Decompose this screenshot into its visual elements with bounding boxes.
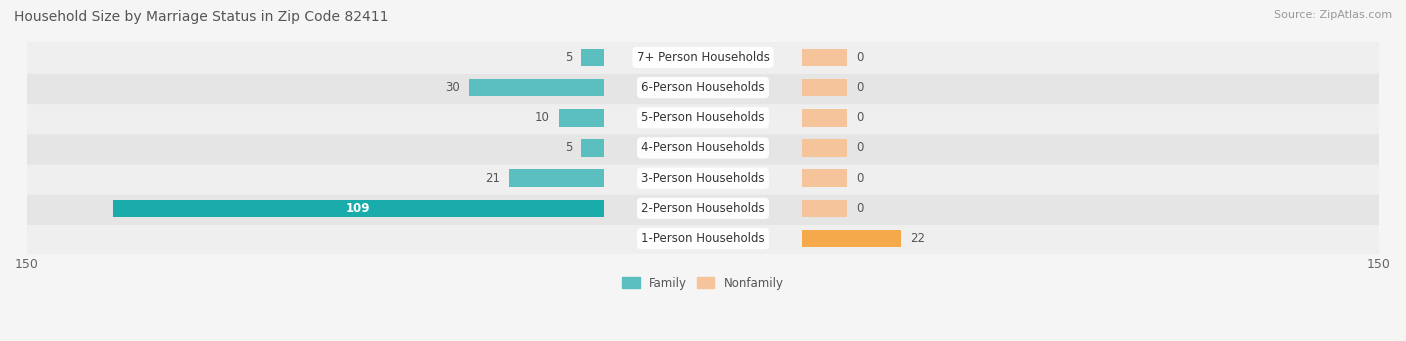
Text: 109: 109 [346, 202, 370, 215]
Bar [803, 199, 848, 217]
Text: 0: 0 [856, 111, 863, 124]
FancyBboxPatch shape [18, 131, 1388, 165]
Text: 0: 0 [856, 51, 863, 64]
Text: 0: 0 [856, 81, 863, 94]
Text: Source: ZipAtlas.com: Source: ZipAtlas.com [1274, 10, 1392, 20]
Text: 5: 5 [565, 51, 572, 64]
Bar [803, 139, 848, 157]
Bar [558, 109, 603, 127]
Text: 3-Person Households: 3-Person Households [641, 172, 765, 185]
Bar [509, 169, 603, 187]
Text: 4-Person Households: 4-Person Households [641, 142, 765, 154]
Text: 22: 22 [910, 232, 925, 245]
Text: 7+ Person Households: 7+ Person Households [637, 51, 769, 64]
Bar [803, 109, 848, 127]
Bar [112, 199, 603, 217]
Bar [803, 79, 848, 97]
Text: 10: 10 [534, 111, 550, 124]
Text: 0: 0 [856, 172, 863, 185]
FancyBboxPatch shape [18, 71, 1388, 104]
Text: 0: 0 [856, 202, 863, 215]
Text: 5-Person Households: 5-Person Households [641, 111, 765, 124]
Legend: Family, Nonfamily: Family, Nonfamily [617, 272, 789, 294]
FancyBboxPatch shape [18, 222, 1388, 255]
Bar [468, 79, 603, 97]
Text: Household Size by Marriage Status in Zip Code 82411: Household Size by Marriage Status in Zip… [14, 10, 388, 24]
Text: 6-Person Households: 6-Person Households [641, 81, 765, 94]
Text: 30: 30 [444, 81, 460, 94]
FancyBboxPatch shape [18, 101, 1388, 134]
FancyBboxPatch shape [18, 192, 1388, 225]
Bar [803, 169, 848, 187]
FancyBboxPatch shape [18, 162, 1388, 195]
Text: 1-Person Households: 1-Person Households [641, 232, 765, 245]
Bar [581, 139, 603, 157]
Text: 21: 21 [485, 172, 501, 185]
Bar [803, 49, 848, 66]
Text: 0: 0 [856, 142, 863, 154]
Text: 5: 5 [565, 142, 572, 154]
FancyBboxPatch shape [18, 41, 1388, 74]
Bar [803, 230, 901, 247]
Text: 2-Person Households: 2-Person Households [641, 202, 765, 215]
Bar [581, 49, 603, 66]
